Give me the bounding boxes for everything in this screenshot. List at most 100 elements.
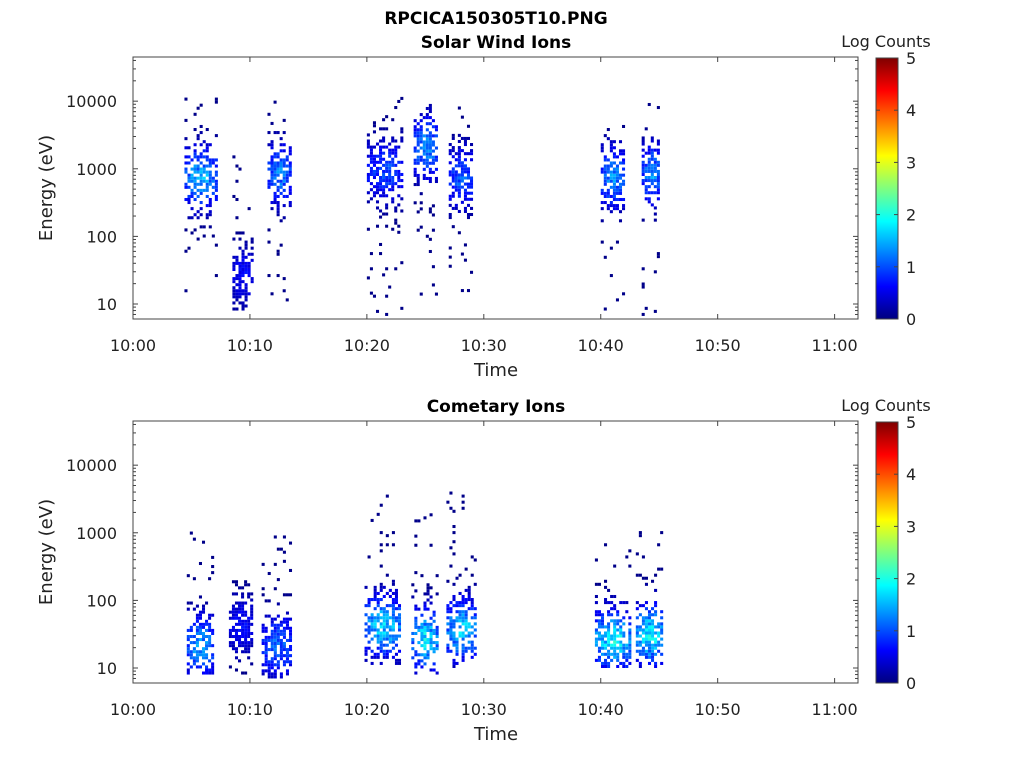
heatmap-cell — [622, 661, 626, 665]
heatmap-cell — [457, 188, 461, 192]
heatmap-cell — [267, 161, 271, 165]
heatmap-cell — [604, 598, 608, 602]
heatmap-cell — [379, 215, 383, 219]
heatmap-cell — [186, 628, 190, 632]
heatmap-cell — [600, 219, 604, 223]
heatmap-cell — [382, 273, 386, 277]
heatmap-cell — [463, 139, 467, 144]
heatmap-cell — [190, 216, 194, 220]
heatmap-cell — [463, 164, 467, 168]
heatmap-cell — [397, 649, 402, 653]
heatmap-cell — [241, 267, 245, 271]
heatmap-cell — [375, 154, 380, 158]
heatmap-cell — [195, 604, 199, 608]
heatmap-cell — [367, 598, 371, 602]
heatmap-cell — [657, 634, 661, 638]
heatmap-cell — [288, 638, 293, 642]
heatmap-cell — [454, 188, 458, 192]
heatmap-cell — [391, 640, 395, 644]
heatmap-cell — [195, 650, 199, 654]
heatmap-cell — [244, 286, 248, 290]
heatmap-cell — [466, 203, 471, 207]
heatmap-cell — [641, 312, 645, 316]
heatmap-cell — [366, 133, 370, 137]
heatmap-cell — [470, 631, 474, 635]
heatmap-cell — [394, 209, 398, 213]
heatmap-cell — [628, 652, 632, 656]
heatmap-cell — [641, 640, 645, 644]
heatmap-cell — [431, 213, 435, 217]
heatmap-cell — [238, 610, 242, 614]
heatmap-cell — [613, 646, 617, 650]
heatmap-cell — [452, 664, 456, 668]
heatmap-cell — [609, 246, 613, 250]
heatmap-cell — [375, 200, 380, 204]
heatmap-cell — [423, 607, 427, 611]
heatmap-cell — [201, 647, 206, 651]
heatmap-cell — [428, 103, 432, 107]
heatmap-cell — [394, 637, 398, 641]
heatmap-cell — [214, 274, 218, 278]
heatmap-cell — [644, 622, 648, 626]
heatmap-cell — [276, 635, 280, 639]
heatmap-cell — [382, 145, 386, 149]
heatmap-cell — [388, 148, 392, 152]
heatmap-cell — [638, 628, 642, 632]
heatmap-cell — [594, 631, 598, 635]
heatmap-cell — [282, 170, 286, 174]
heatmap-cell — [184, 146, 188, 150]
heatmap-cell — [660, 628, 664, 632]
heatmap-cell — [201, 622, 206, 626]
heatmap-cell — [420, 613, 424, 617]
heatmap-cell — [612, 185, 616, 189]
heatmap-cell — [641, 282, 645, 286]
heatmap-cell — [238, 301, 242, 305]
heatmap-cell — [641, 160, 645, 164]
heatmap-cell — [414, 622, 418, 626]
heatmap-cell — [288, 648, 293, 652]
heatmap-cell — [184, 289, 188, 293]
heatmap-cell — [647, 652, 652, 656]
heatmap-cell — [372, 160, 376, 164]
heatmap-cell — [429, 641, 433, 645]
heatmap-cell — [470, 185, 474, 189]
heatmap-cell — [370, 655, 374, 659]
heatmap-cell — [610, 643, 614, 647]
heatmap-cell — [199, 179, 203, 183]
heatmap-cell — [432, 613, 436, 617]
heatmap-cell — [449, 491, 453, 495]
heatmap-cell — [208, 170, 212, 174]
heatmap-cell — [244, 298, 248, 302]
heatmap-cell — [470, 625, 474, 629]
heatmap-cell — [379, 166, 383, 170]
heatmap-cell — [416, 210, 420, 214]
heatmap-cell — [597, 613, 601, 617]
heatmap-cell — [367, 616, 371, 620]
heatmap-cell — [273, 152, 277, 156]
heatmap-cell — [448, 264, 452, 268]
heatmap-cell — [628, 631, 632, 635]
heatmap-cell — [241, 604, 245, 608]
heatmap-cell — [422, 173, 426, 177]
heatmap-cell — [606, 167, 610, 171]
heatmap-cell — [644, 179, 648, 183]
heatmap-cell — [385, 655, 389, 659]
heatmap-cell — [638, 531, 642, 535]
heatmap-cell — [273, 657, 277, 661]
heatmap-cell — [628, 661, 632, 665]
heatmap-cell — [235, 179, 239, 183]
heatmap-cell — [208, 659, 212, 663]
heatmap-cell — [273, 663, 277, 667]
heatmap-cell — [635, 631, 639, 635]
heatmap-cell — [400, 96, 404, 100]
heatmap-cell — [385, 160, 389, 164]
heatmap-cell — [416, 137, 420, 141]
heatmap-cell — [234, 616, 239, 620]
heatmap-cell — [250, 607, 254, 611]
heatmap-cell — [264, 645, 268, 649]
heatmap-cell — [458, 613, 462, 617]
heatmap-cell — [650, 136, 654, 140]
heatmap-cell — [375, 172, 380, 176]
heatmap-cell — [282, 629, 286, 633]
heatmap-cell — [656, 163, 660, 167]
